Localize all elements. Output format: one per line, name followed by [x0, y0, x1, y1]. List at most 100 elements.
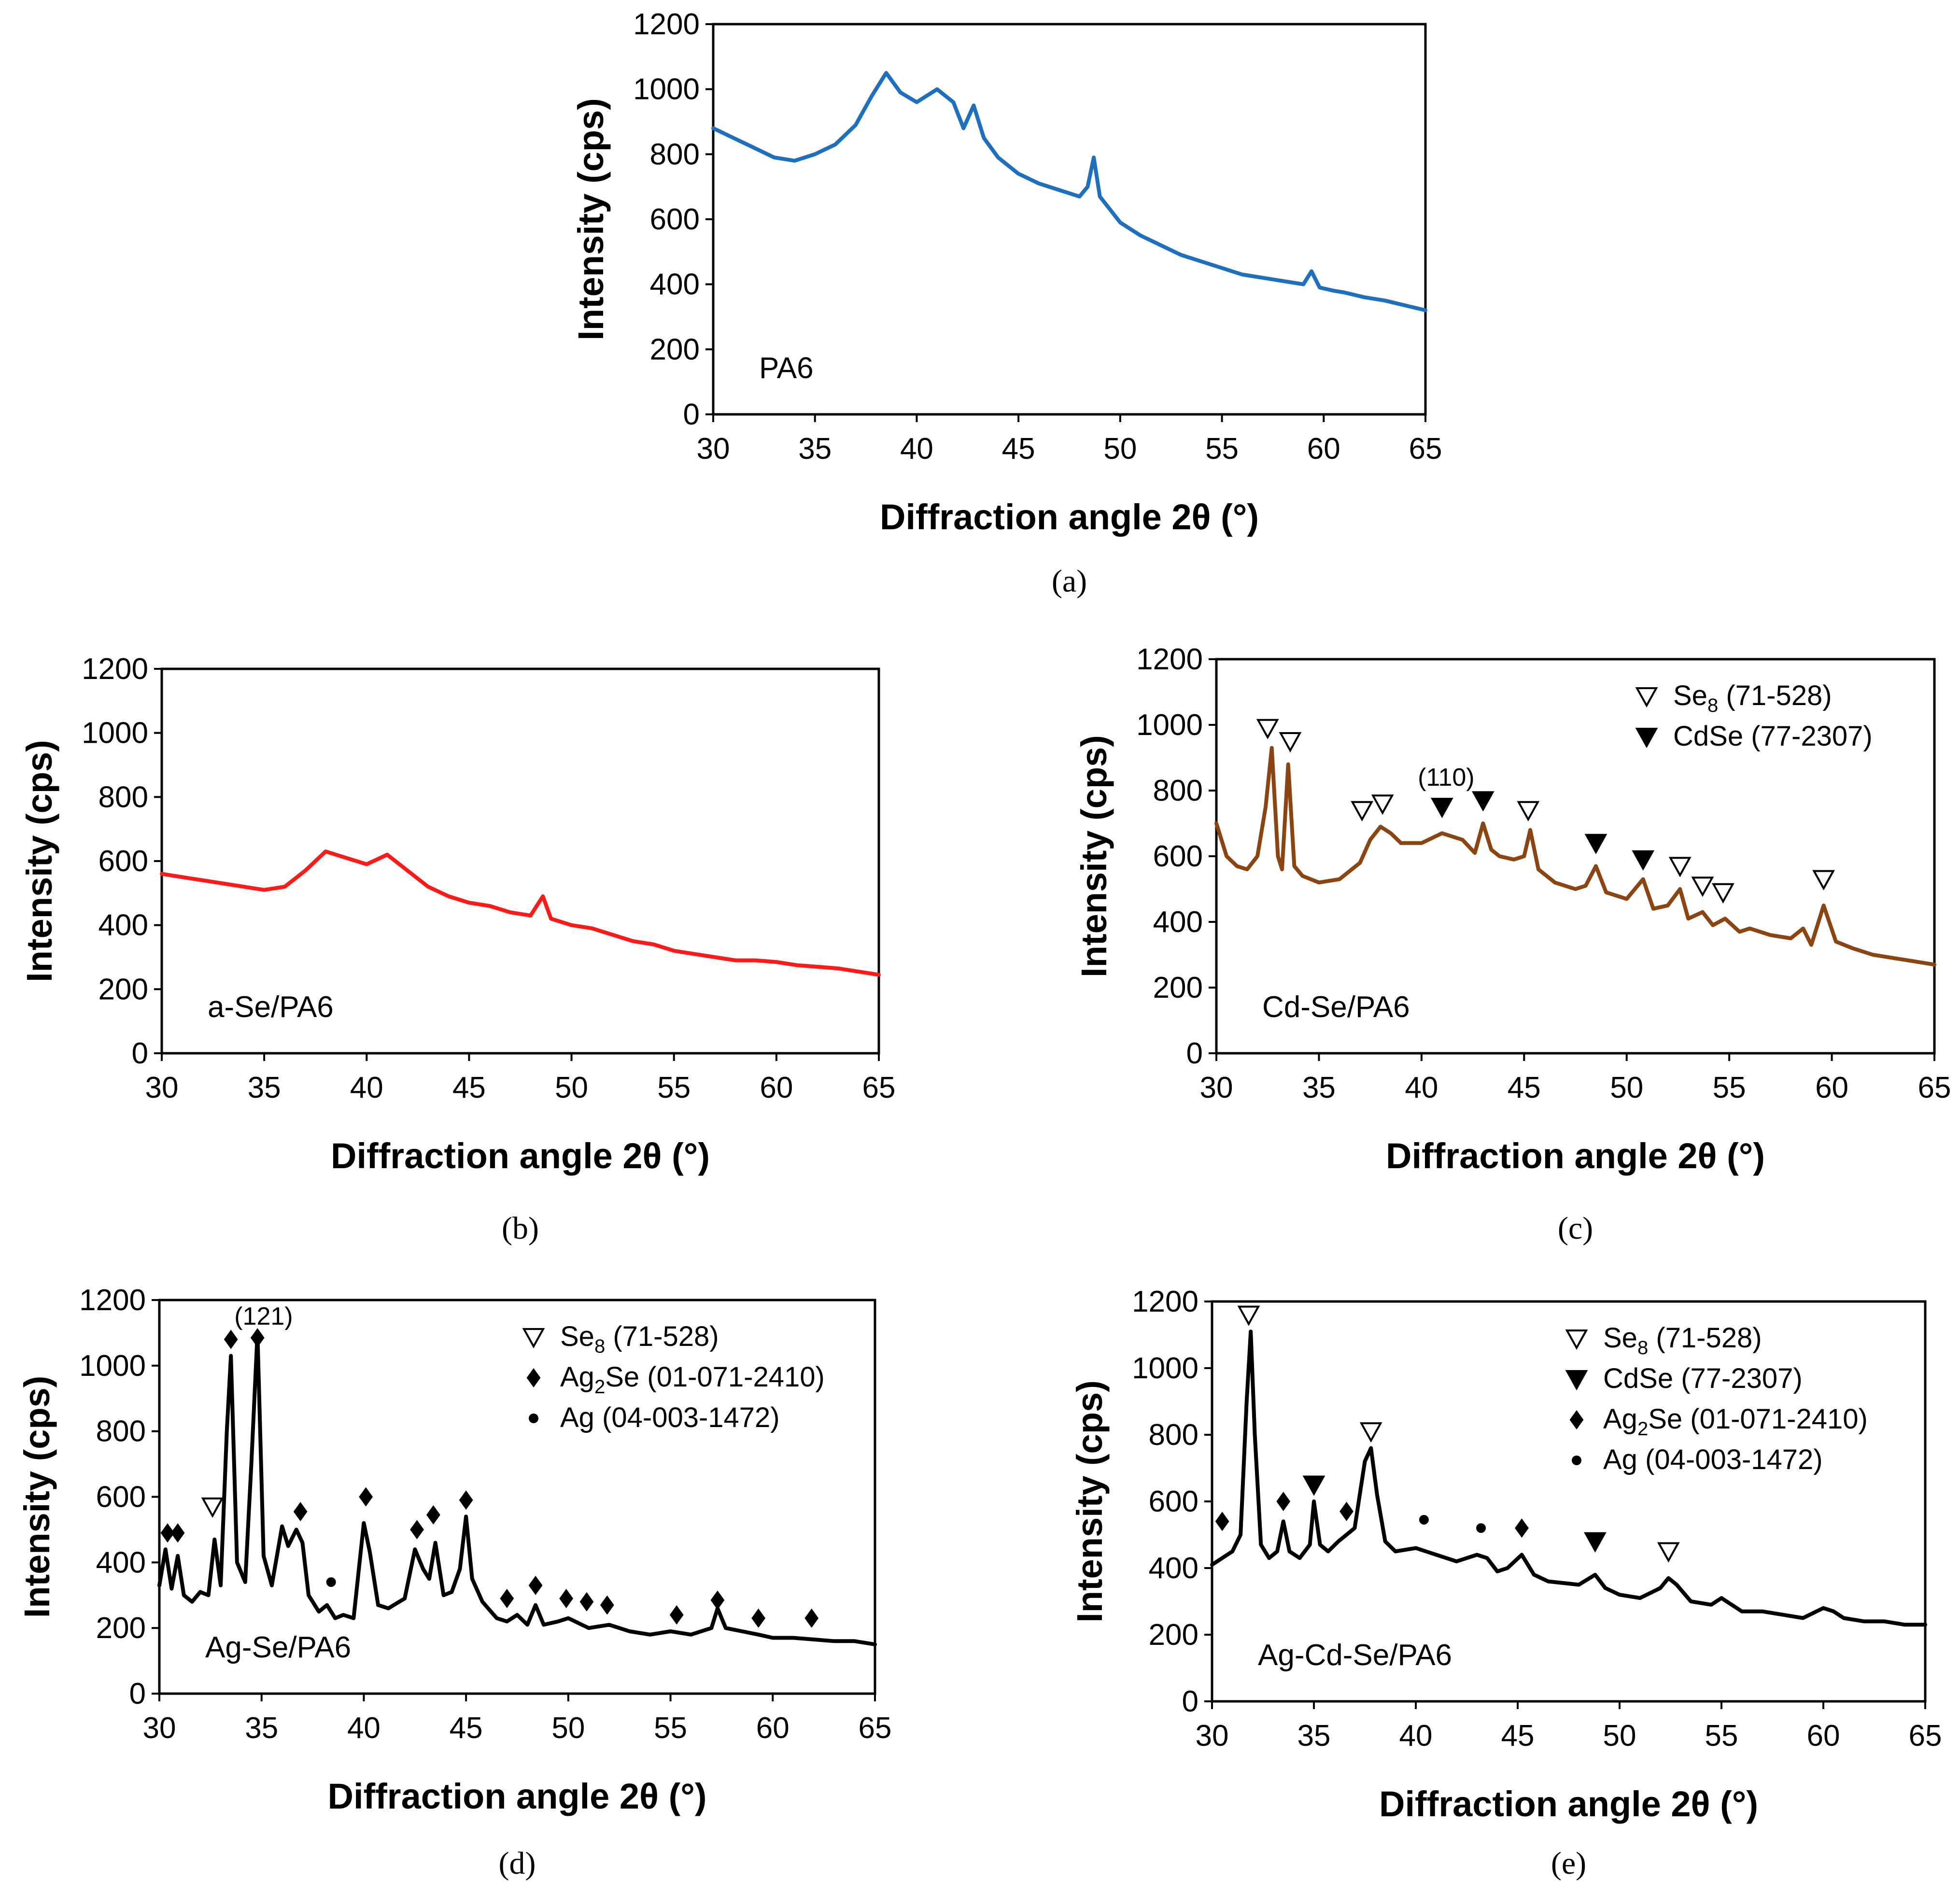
legend-entry-subscript: 8: [594, 1336, 605, 1357]
x-tick-label: 45: [1002, 432, 1035, 466]
peak-marker-tri-down-filled: [1302, 1475, 1325, 1496]
miller-index-label: (110): [1418, 764, 1475, 792]
y-tick-label: 400: [650, 268, 700, 301]
y-tick-label: 400: [96, 1546, 146, 1579]
peak-marker-diamond: [1340, 1501, 1354, 1521]
legend-symbol-tri-down-open: [522, 1328, 545, 1349]
x-axis-title: Diffraction angle 2θ (°): [331, 1136, 710, 1176]
peak-marker-diamond: [1276, 1492, 1291, 1511]
x-tick-label: 30: [1200, 1071, 1233, 1104]
peak-marker-diamond: [426, 1505, 440, 1525]
legend-symbol-tri-down-filled: [1565, 1370, 1588, 1391]
peak-marker-diamond: [669, 1605, 684, 1625]
legend-entry: Ag (04-003-1472): [1603, 1444, 1823, 1475]
legend-entry: Ag2Se (01-071-2410): [560, 1361, 825, 1398]
y-tick-label: 600: [1153, 840, 1203, 873]
y-tick-label: 200: [1149, 1618, 1199, 1652]
series-line: [711, 71, 1427, 312]
y-tick-label: 600: [1149, 1485, 1199, 1518]
panel-caption: (e): [1551, 1846, 1586, 1881]
peak-marker-diamond: [559, 1589, 574, 1609]
peak-marker-diamond: [528, 1575, 543, 1595]
y-tick-label: 200: [1153, 971, 1203, 1004]
x-tick-label: 55: [1705, 1719, 1738, 1753]
peak-marker-diamond: [459, 1490, 473, 1510]
y-axis-title: Intensity (cps): [1074, 735, 1114, 977]
x-tick-label: 65: [1409, 432, 1442, 466]
peak-marker-diamond: [1215, 1512, 1229, 1531]
y-tick-label: 400: [1149, 1552, 1199, 1585]
x-tick-label: 55: [657, 1071, 691, 1104]
legend-entry-text: Ag (04-003-1472): [560, 1402, 780, 1433]
chart-panel-d: 0 200 400 600 800 1000 1200 30 35 40 45 50 55 60 65 Dif…: [17, 1284, 891, 1881]
peak-marker-diamond: [804, 1608, 819, 1628]
x-tick-label: 55: [654, 1711, 687, 1745]
x-tick-label: 45: [1501, 1719, 1535, 1753]
chart-panel-a: 0 200 400 600 800 1000 1200 30 35 40 45 50 55 60 65 Dif…: [571, 8, 1442, 599]
x-tick-label: 35: [1297, 1719, 1331, 1753]
x-tick-label: 50: [1610, 1071, 1643, 1104]
peak-marker-tri-down-open: [1812, 870, 1835, 891]
x-tick-label: 45: [1508, 1071, 1541, 1104]
peak-marker-tri-down-open: [1691, 877, 1714, 897]
legend-entry: CdSe (77-2307): [1603, 1363, 1803, 1394]
y-tick-label: 0: [683, 398, 700, 431]
miller-index-label: (121): [234, 1302, 293, 1330]
peak-marker-dot: [1476, 1523, 1486, 1533]
chart-panel-e: 0 200 400 600 800 1000 1200 30 35 40 45 50 55 60 65 Dif…: [1070, 1285, 1942, 1881]
x-tick-label: 65: [859, 1711, 892, 1745]
peak-marker-tri-down-filled: [1632, 850, 1655, 871]
panel-caption: (d): [499, 1846, 536, 1881]
legend: Se8 (71-528) CdSe (77-2307): [1635, 680, 1873, 752]
x-tick-label: 45: [452, 1071, 486, 1104]
x-tick-label: 45: [450, 1711, 483, 1745]
y-tick-label: 0: [1182, 1685, 1199, 1718]
y-tick-label: 1000: [79, 1349, 146, 1383]
peak-marker-tri-down-filled: [1430, 798, 1453, 819]
panel-caption: (c): [1558, 1211, 1593, 1246]
y-tick-label: 600: [99, 845, 148, 878]
legend-entry-text: Se: [1603, 1322, 1637, 1354]
y-tick-label: 1200: [633, 8, 700, 41]
y-tick-label: 1000: [1132, 1352, 1199, 1385]
peak-marker-tri-down-open: [1657, 1542, 1680, 1563]
y-tick-label: 1200: [1132, 1285, 1199, 1318]
x-tick-label: 30: [143, 1711, 176, 1745]
x-tick-label: 35: [245, 1711, 278, 1745]
x-tick-label: 40: [1399, 1719, 1433, 1753]
chart-panel-c: 0 200 400 600 800 1000 1200 30 35 40 45 50 55 60 65 Dif…: [1074, 643, 1951, 1246]
peak-marker-diamond: [410, 1520, 424, 1540]
peak-marker-diamond: [500, 1589, 514, 1609]
peak-marker-dot: [326, 1577, 336, 1587]
legend-symbol-tri-down-open: [1635, 687, 1658, 708]
peak-marker-diamond: [751, 1608, 766, 1628]
x-tick-label: 35: [248, 1071, 281, 1104]
y-tick-label: 800: [650, 138, 700, 171]
x-tick-label: 50: [1103, 432, 1137, 466]
y-tick-label: 400: [99, 909, 148, 942]
sample-label: Ag-Se/PA6: [205, 1631, 351, 1664]
peak-marker-diamond: [710, 1590, 725, 1610]
peak-marker-dot: [1419, 1514, 1429, 1525]
y-tick-label: 200: [650, 333, 700, 366]
sample-label: PA6: [759, 352, 814, 385]
x-tick-label: 60: [1307, 432, 1340, 466]
x-tick-label: 40: [900, 432, 933, 466]
legend-symbol-diamond: [1569, 1410, 1584, 1429]
x-tick-label: 30: [145, 1071, 179, 1104]
legend-entry-rest: (71-528): [605, 1321, 719, 1352]
x-tick-label: 30: [697, 432, 730, 466]
peak-marker-diamond: [600, 1595, 614, 1615]
x-tick-label: 60: [1807, 1719, 1840, 1753]
peak-marker-tri-down-open: [1371, 794, 1394, 815]
chart-panel-b: 0 200 400 600 800 1000 1200 30 35 40 45 50 55 60 65 Dif…: [19, 652, 895, 1246]
y-tick-label: 0: [132, 1037, 148, 1070]
y-axis-title: Intensity (cps): [1070, 1380, 1110, 1623]
peak-marker-tri-down-filled: [1583, 1532, 1607, 1553]
legend-entry: CdSe (77-2307): [1673, 721, 1873, 752]
peak-marker-tri-down-open: [1517, 801, 1540, 821]
y-tick-label: 200: [96, 1612, 146, 1645]
legend-entry-rest: (71-528): [1718, 680, 1832, 711]
peak-marker-diamond: [224, 1329, 238, 1349]
peak-marker-tri-down-open: [1351, 801, 1374, 821]
